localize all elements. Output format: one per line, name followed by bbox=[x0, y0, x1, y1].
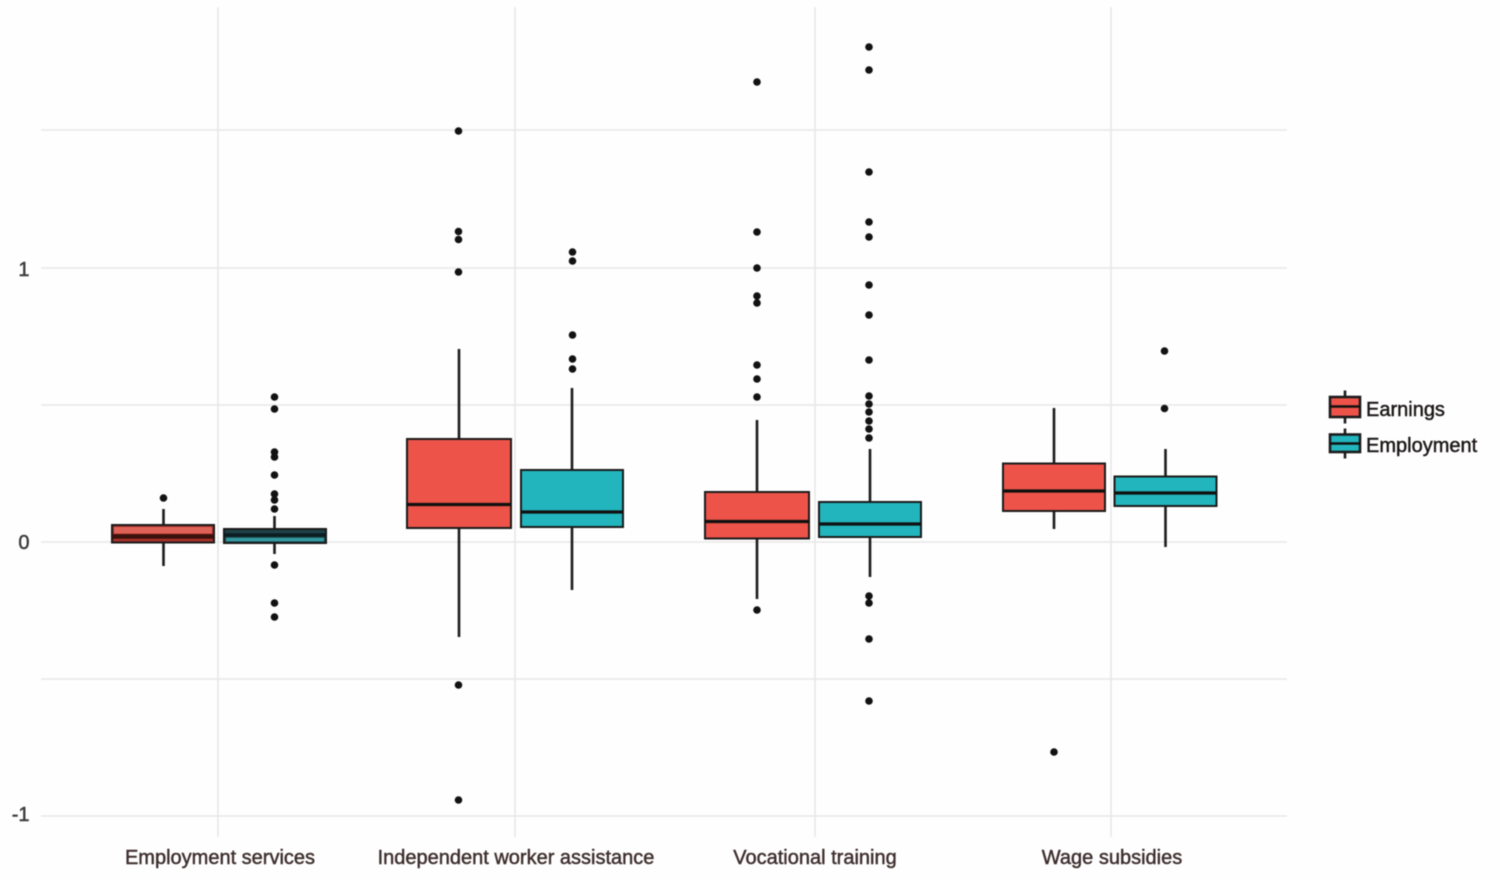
svg-text:Vocational training: Vocational training bbox=[733, 847, 896, 869]
svg-text:Employment services: Employment services bbox=[125, 847, 315, 869]
svg-text:Employment: Employment bbox=[1366, 435, 1478, 457]
svg-text:Independent worker assistance: Independent worker assistance bbox=[378, 847, 655, 869]
svg-text:0: 0 bbox=[18, 532, 29, 554]
svg-text:Wage subsidies: Wage subsidies bbox=[1042, 847, 1182, 869]
svg-text:Earnings: Earnings bbox=[1366, 399, 1445, 421]
svg-text:1: 1 bbox=[18, 259, 29, 281]
svg-text:-1: -1 bbox=[12, 804, 30, 826]
